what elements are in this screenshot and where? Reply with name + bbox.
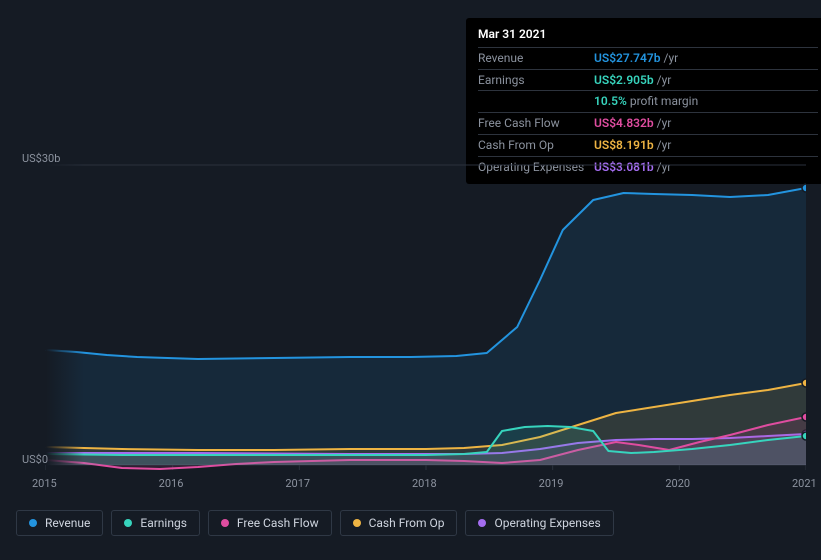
tooltip-date: Mar 31 2021 (478, 24, 818, 47)
tooltip-row-label (478, 93, 594, 110)
tooltip-row-value: 10.5%profit margin (594, 93, 698, 110)
tooltip-row-label: Earnings (478, 72, 594, 89)
x-axis-label: 2021 (792, 477, 817, 490)
legend-dot-icon (478, 519, 486, 527)
tooltip-row: RevenueUS$27.747b/yr (478, 47, 818, 69)
tooltip-row-label: Revenue (478, 50, 594, 67)
x-axis-label: 2018 (412, 477, 437, 490)
legend-dot-icon (221, 519, 229, 527)
tooltip-row-value: US$27.747b/yr (594, 50, 678, 67)
tooltip-row-value: US$4.832b/yr (594, 115, 671, 132)
legend-label: Free Cash Flow (237, 516, 319, 530)
x-axis-label: 2020 (665, 477, 690, 490)
x-axis-label: 2016 (159, 477, 184, 490)
chart-svg (16, 155, 806, 475)
legend-item[interactable]: Revenue (16, 510, 103, 536)
legend-dot-icon (353, 519, 361, 527)
legend-dot-icon (124, 519, 132, 527)
x-axis-label: 2015 (32, 477, 57, 490)
legend-label: Cash From Op (369, 516, 445, 530)
tooltip-row: Free Cash FlowUS$4.832b/yr (478, 112, 818, 134)
legend-label: Revenue (45, 516, 90, 530)
chart-legend: Revenue Earnings Free Cash Flow Cash From O… (16, 510, 614, 536)
legend-dot-icon (29, 519, 37, 527)
chart-area: US$30b US$0 2015201620172018201920202021 (16, 155, 806, 475)
tooltip-row: 10.5%profit margin (478, 90, 818, 112)
x-axis-label: 2019 (539, 477, 564, 490)
legend-item[interactable]: Free Cash Flow (208, 510, 332, 536)
legend-label: Earnings (140, 516, 187, 530)
tooltip-row: Cash From OpUS$8.191b/yr (478, 134, 818, 156)
legend-label: Operating Expenses (494, 516, 600, 530)
legend-item[interactable]: Operating Expenses (465, 510, 613, 536)
y-axis-label-min: US$0 (22, 453, 48, 466)
tooltip-row: EarningsUS$2.905b/yr (478, 69, 818, 91)
legend-item[interactable]: Cash From Op (340, 510, 458, 536)
tooltip-row-value: US$8.191b/yr (594, 137, 671, 154)
tooltip-row-value: US$2.905b/yr (594, 72, 671, 89)
legend-item[interactable]: Earnings (111, 510, 200, 536)
tooltip-row-label: Free Cash Flow (478, 115, 594, 132)
y-axis-label-max: US$30b (22, 152, 60, 165)
x-axis-label: 2017 (285, 477, 310, 490)
tooltip-row-label: Cash From Op (478, 137, 594, 154)
